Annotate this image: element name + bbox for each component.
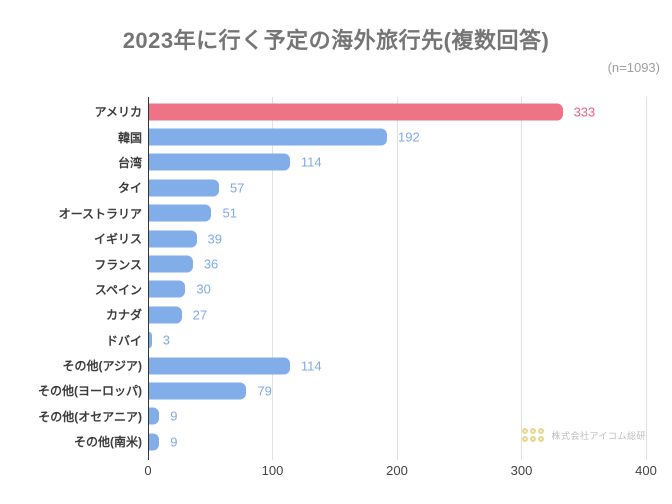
logo-dot-icon xyxy=(530,436,537,442)
category-label: その他(南米) xyxy=(74,435,142,450)
logo-dot-icon xyxy=(538,428,545,434)
category-label: フランス xyxy=(94,257,142,272)
bar xyxy=(148,255,193,273)
bar xyxy=(148,179,219,197)
bar-row: スペイン 30 xyxy=(0,277,646,302)
category-label: オーストラリア xyxy=(58,206,142,221)
x-axis: 0 100 200 300 400 xyxy=(0,463,672,481)
bar-row: タイ 57 xyxy=(0,175,646,200)
bar xyxy=(148,382,247,400)
gridline xyxy=(272,97,273,460)
bar-track: 333 xyxy=(148,99,646,124)
x-tick-label: 100 xyxy=(261,463,284,478)
category-label: 韓国 xyxy=(117,130,142,145)
plot-area xyxy=(147,97,647,460)
gridline xyxy=(645,97,647,460)
bar xyxy=(148,331,152,349)
bar-track: 51 xyxy=(148,201,646,226)
bar-row: アメリカ 333 xyxy=(0,99,646,124)
category-label: 台湾 xyxy=(117,155,142,170)
bar-row: その他(アジア) 114 xyxy=(0,353,646,378)
value-label: 51 xyxy=(222,205,237,221)
bar xyxy=(148,153,290,171)
value-label: 9 xyxy=(170,408,178,424)
category-label: スペイン xyxy=(94,282,142,297)
bar-row: カナダ 27 xyxy=(0,302,646,327)
bar-track: 39 xyxy=(148,226,646,251)
bar xyxy=(148,103,563,121)
bar-track: 192 xyxy=(148,124,646,149)
bar-row: フランス 36 xyxy=(0,251,646,276)
value-label: 9 xyxy=(170,434,178,450)
value-label: 333 xyxy=(573,104,596,120)
bar-row: 台湾 114 xyxy=(0,150,646,175)
value-label: 114 xyxy=(300,154,322,170)
bar-row: その他(南米) 9 xyxy=(0,429,646,454)
x-tick-label: 300 xyxy=(510,463,533,478)
bar xyxy=(148,357,290,375)
bar-track: 57 xyxy=(148,175,646,200)
axis-line xyxy=(147,97,149,460)
gridline xyxy=(521,97,522,460)
x-tick-label: 400 xyxy=(635,463,657,478)
x-tick-label: 200 xyxy=(386,463,408,478)
bar-row: 韓国 192 xyxy=(0,124,646,149)
value-label: 30 xyxy=(196,281,211,297)
value-label: 114 xyxy=(300,358,322,374)
bar-track: 9 xyxy=(148,429,646,454)
bar xyxy=(148,128,388,146)
bar xyxy=(148,230,197,248)
watermark: 株式会社アイコム総研 xyxy=(522,428,646,442)
bar-track: 114 xyxy=(148,353,646,378)
gridline xyxy=(396,97,398,460)
logo-dot-icon xyxy=(530,428,537,434)
bar-row: オーストラリア 51 xyxy=(0,201,646,226)
value-label: 36 xyxy=(203,256,219,272)
value-label: 192 xyxy=(398,129,420,145)
sample-size-label: (n=1093) xyxy=(607,60,660,75)
bar xyxy=(148,280,186,298)
value-label: 39 xyxy=(207,231,223,247)
bar-rows: アメリカ 333 韓国 192 台湾 114 タイ 57 オーストラリア 51 イギリス 39 フランス… xyxy=(0,99,646,454)
category-label: アメリカ xyxy=(94,105,142,120)
category-label: カナダ xyxy=(105,308,142,323)
bar xyxy=(148,204,212,222)
value-label: 3 xyxy=(162,332,170,348)
category-label: その他(アジア) xyxy=(62,359,142,374)
value-label: 79 xyxy=(257,383,272,399)
category-label: その他(オセアニア) xyxy=(38,409,142,424)
bar-track: 9 xyxy=(148,404,646,429)
bar xyxy=(148,407,160,425)
watermark-text: 株式会社アイコム総研 xyxy=(551,430,646,441)
bar-row: ドバイ 3 xyxy=(0,328,646,353)
watermark-logo-icon xyxy=(522,428,545,442)
bar-track: 3 xyxy=(148,328,646,353)
bar-row: その他(ヨーロッパ) 79 xyxy=(0,378,646,403)
category-label: イギリス xyxy=(93,232,142,247)
category-label: タイ xyxy=(117,181,142,196)
category-label: その他(ヨーロッパ) xyxy=(38,384,142,399)
category-label: ドバイ xyxy=(105,333,142,348)
bar-track: 36 xyxy=(148,251,646,276)
bar-row: イギリス 39 xyxy=(0,226,646,251)
value-label: 57 xyxy=(229,180,245,196)
chart-title: 2023年に行く予定の海外旅行先(複数回答) xyxy=(122,28,550,53)
bar-track: 30 xyxy=(148,277,646,302)
bar-track: 27 xyxy=(148,302,646,327)
x-tick-label: 0 xyxy=(144,463,152,478)
bar xyxy=(148,433,160,451)
logo-dot-icon xyxy=(522,436,529,442)
logo-dot-icon xyxy=(522,428,529,434)
value-label: 27 xyxy=(192,307,208,323)
logo-dot-icon xyxy=(538,436,545,442)
bar-row: その他(オセアニア) 9 xyxy=(0,404,646,429)
bar-track: 79 xyxy=(148,378,646,403)
bar xyxy=(148,306,182,324)
bar-track: 114 xyxy=(148,150,646,175)
